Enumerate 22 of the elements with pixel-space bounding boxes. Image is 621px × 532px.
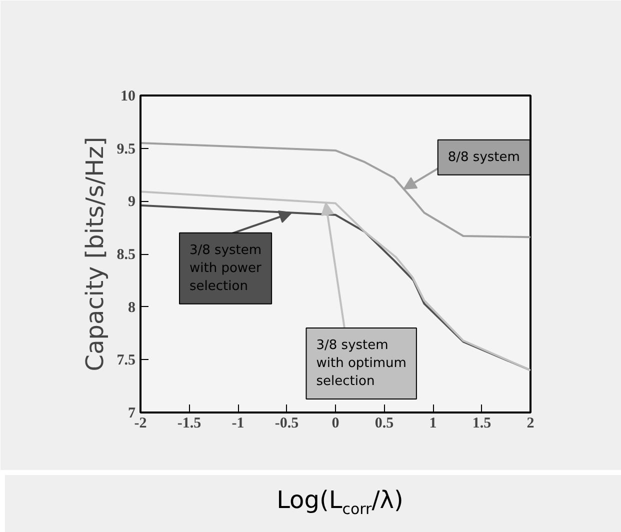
x-tick-label: 1 (429, 416, 437, 432)
x-tick-label: 0 (332, 416, 340, 432)
x-tick-label: 1.5 (472, 416, 492, 432)
y-tick-label: 7.5 (116, 352, 136, 369)
y-tick-label: 8 (128, 300, 136, 316)
line-series (140, 142, 530, 238)
x-tick-label: 2 (526, 416, 534, 432)
y-axis-title: Capacity [bits/s/Hz] (80, 136, 109, 372)
text: 3/8 system with power selection (190, 242, 262, 294)
x-axis-title: Log(L$_{corr}$/λ) (276, 485, 404, 520)
x-tick-label: -0.5 (274, 416, 299, 432)
x-tick-label: -1.5 (177, 416, 202, 432)
x-tick-label: -1 (232, 416, 244, 432)
x-tick-label: -2 (134, 416, 147, 432)
y-tick-label: 9 (128, 194, 136, 210)
y-tick-label: 9.5 (116, 141, 136, 158)
y-tick-label: 8.5 (116, 247, 136, 263)
text: 8/8 system (448, 150, 520, 165)
y-tick-label: 7 (128, 406, 136, 422)
x-tick-label: 0.5 (374, 416, 394, 432)
text: 3/8 system with optimum selection (316, 338, 406, 389)
y-tick-label: 10 (120, 88, 136, 104)
